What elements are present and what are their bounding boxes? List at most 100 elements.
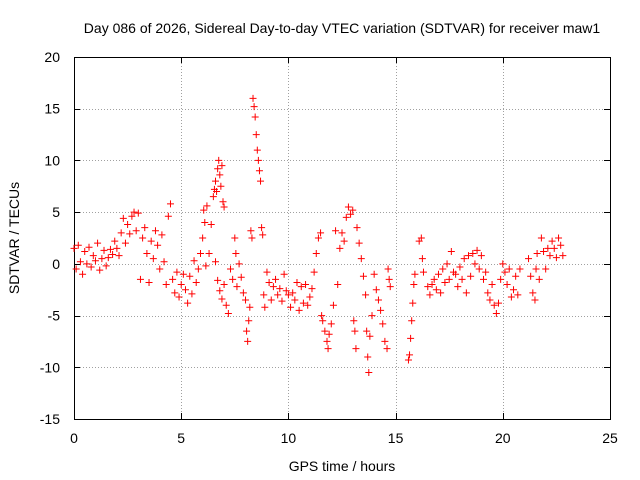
data-point — [525, 255, 533, 263]
data-point — [499, 260, 507, 268]
data-point — [445, 275, 453, 283]
data-point — [482, 268, 490, 276]
data-point — [462, 289, 470, 297]
data-points — [70, 94, 567, 376]
data-point — [145, 278, 153, 286]
data-point — [291, 296, 299, 304]
data-point — [239, 289, 247, 297]
data-point — [469, 250, 477, 258]
data-point — [432, 286, 440, 294]
data-point — [126, 230, 134, 238]
data-point — [321, 327, 329, 335]
data-point — [100, 246, 108, 254]
data-point — [443, 260, 451, 268]
data-point — [76, 258, 84, 266]
data-point — [217, 182, 225, 190]
data-point — [347, 210, 355, 218]
data-point — [318, 312, 326, 320]
data-point — [237, 273, 245, 281]
data-point — [535, 275, 543, 283]
data-point — [104, 254, 112, 262]
data-point — [430, 275, 438, 283]
data-point — [96, 266, 104, 274]
x-tick-label: 20 — [495, 430, 511, 446]
data-point — [555, 234, 563, 242]
data-point — [542, 265, 550, 273]
grid — [74, 57, 610, 419]
data-point — [156, 265, 164, 273]
data-point — [329, 301, 337, 309]
data-point — [232, 250, 240, 258]
data-point — [486, 296, 494, 304]
data-point — [362, 291, 370, 299]
data-point — [132, 227, 140, 235]
data-point — [169, 275, 177, 283]
data-point — [222, 301, 230, 309]
data-point — [410, 281, 418, 289]
data-point — [229, 275, 237, 283]
data-point — [87, 263, 95, 271]
data-point — [186, 272, 194, 280]
data-point — [344, 203, 352, 211]
data-point — [81, 247, 89, 255]
data-point — [546, 252, 554, 260]
data-point — [220, 281, 228, 289]
axis-ticks — [74, 57, 611, 420]
data-point — [464, 252, 472, 260]
data-point — [302, 281, 310, 289]
data-point — [383, 345, 391, 353]
x-tick-label: 15 — [388, 430, 404, 446]
y-tick-label: -10 — [40, 359, 60, 375]
data-point — [220, 203, 228, 211]
data-point — [355, 239, 363, 247]
data-point — [276, 285, 284, 293]
data-point — [351, 327, 359, 335]
data-point — [368, 312, 376, 320]
data-point — [263, 268, 271, 276]
data-point — [437, 289, 445, 297]
data-point — [94, 239, 102, 247]
data-point — [434, 270, 442, 278]
data-point — [205, 250, 213, 258]
data-point — [212, 258, 220, 266]
chart-title: Day 086 of 2026, Sidereal Day-to-day VTE… — [84, 20, 601, 36]
data-point — [231, 234, 239, 242]
data-point — [359, 272, 367, 280]
y-tick-label: -5 — [48, 308, 61, 324]
data-point — [177, 281, 185, 289]
data-point — [428, 281, 436, 289]
plot-frame — [74, 57, 611, 420]
data-point — [374, 296, 382, 304]
data-point — [529, 289, 537, 297]
data-point — [243, 327, 251, 335]
data-point — [201, 218, 209, 226]
data-point — [130, 208, 138, 216]
data-point — [325, 330, 333, 338]
data-point — [304, 301, 312, 309]
data-point — [537, 234, 545, 242]
data-point — [441, 278, 449, 286]
data-point — [323, 337, 331, 345]
data-point — [342, 213, 350, 221]
data-point — [417, 234, 425, 242]
data-point — [218, 295, 226, 303]
data-point — [249, 94, 257, 102]
data-point — [83, 260, 91, 268]
data-point — [497, 275, 505, 283]
data-point — [527, 272, 535, 280]
data-point — [242, 296, 250, 304]
data-point — [151, 227, 159, 235]
data-point — [147, 237, 155, 245]
data-point — [379, 320, 387, 328]
data-point — [272, 275, 280, 283]
data-point — [233, 283, 241, 291]
data-point — [458, 275, 466, 283]
data-point — [245, 317, 253, 325]
data-point — [439, 265, 447, 273]
data-point — [196, 250, 204, 258]
data-point — [312, 250, 320, 258]
data-point — [550, 244, 558, 252]
data-point — [269, 283, 277, 291]
data-point — [158, 231, 166, 239]
